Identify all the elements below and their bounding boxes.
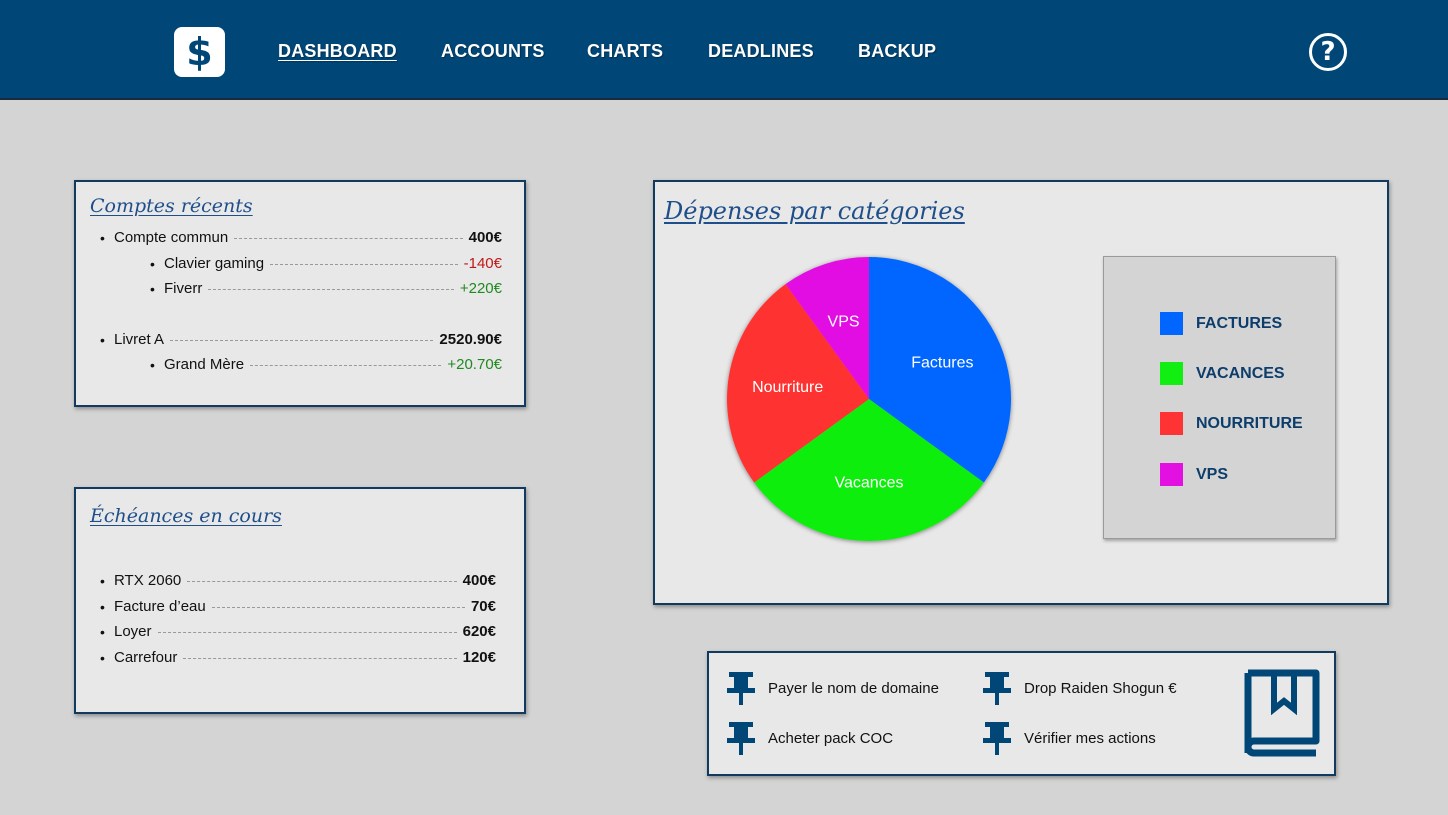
transaction-amount: +20.70€ bbox=[447, 356, 502, 373]
pinned-tasks-card: Payer le nom de domaine Drop Raiden Shog… bbox=[707, 651, 1336, 776]
pinned-task-label: Vérifier mes actions bbox=[1024, 729, 1156, 747]
deadline-label: RTX 2060 bbox=[114, 572, 182, 589]
deadline-label: Facture d’eau bbox=[114, 598, 206, 615]
pin-icon bbox=[727, 672, 755, 705]
deadline-amount: 70€ bbox=[470, 598, 496, 615]
pinned-task[interactable]: Drop Raiden Shogun € bbox=[980, 670, 1177, 706]
legend-item-vacances: VACANCES bbox=[1160, 362, 1285, 385]
transaction-label: Grand Mère bbox=[164, 356, 245, 373]
legend-label: FACTURES bbox=[1196, 314, 1283, 332]
expenses-pie-chart: Factures Vacances Nourriture VPS bbox=[727, 257, 1011, 541]
help-symbol: ? bbox=[1320, 37, 1336, 67]
legend-item-factures: FACTURES bbox=[1160, 312, 1282, 335]
pie-slice-vacances[interactable] bbox=[754, 399, 984, 541]
pinned-task-label: Drop Raiden Shogun € bbox=[1024, 679, 1177, 697]
pinned-task[interactable]: Vérifier mes actions bbox=[980, 720, 1156, 756]
pin-icon bbox=[983, 722, 1011, 755]
account-amount: 400€ bbox=[468, 229, 502, 246]
pie-slice-nourriture[interactable] bbox=[727, 284, 869, 483]
pie-slice-factures[interactable] bbox=[869, 257, 1011, 483]
pie-label-vps: VPS bbox=[828, 314, 860, 331]
top-navigation-bar: $ DASHBOARD ACCOUNTS CHARTS DEADLINES BA… bbox=[0, 0, 1448, 100]
legend-item-nourriture: NOURRITURE bbox=[1160, 412, 1303, 435]
recent-accounts-title: Comptes récents bbox=[90, 195, 253, 217]
deadline-row[interactable]: • Facture d’eau 70€ bbox=[100, 598, 496, 615]
nav-backup[interactable]: BACKUP bbox=[858, 41, 937, 61]
transaction-amount: +220€ bbox=[459, 280, 502, 297]
account-label: Livret A bbox=[114, 331, 165, 348]
pie-slice-vps[interactable] bbox=[785, 257, 869, 399]
legend-swatch bbox=[1160, 362, 1183, 385]
nav-charts[interactable]: CHARTS bbox=[587, 41, 664, 61]
legend-swatch bbox=[1160, 463, 1183, 486]
transaction-row[interactable]: • Grand Mère +20.70€ bbox=[150, 356, 502, 373]
account-amount: 2520.90€ bbox=[439, 331, 502, 348]
pin-icon bbox=[983, 672, 1011, 705]
chart-legend: FACTURES VACANCES NOURRITURE VPS bbox=[1103, 256, 1336, 539]
account-row[interactable]: • Livret A 2520.90€ bbox=[100, 331, 502, 348]
recent-accounts-card: Comptes récents • Compte commun 400€ • C… bbox=[74, 180, 526, 407]
pie-label-factures: Factures bbox=[911, 355, 973, 372]
deadline-amount: 620€ bbox=[462, 623, 496, 640]
transaction-label: Clavier gaming bbox=[164, 255, 265, 272]
logo-symbol: $ bbox=[186, 30, 213, 74]
account-label: Compte commun bbox=[114, 229, 229, 246]
deadline-row[interactable]: • Carrefour 120€ bbox=[100, 649, 496, 666]
legend-item-vps: VPS bbox=[1160, 463, 1228, 486]
pinned-task-label: Payer le nom de domaine bbox=[768, 679, 939, 697]
deadline-row[interactable]: • Loyer 620€ bbox=[100, 623, 496, 640]
deadline-amount: 120€ bbox=[462, 649, 496, 666]
pinned-task[interactable]: Acheter pack COC bbox=[724, 720, 893, 756]
nav-accounts[interactable]: ACCOUNTS bbox=[441, 41, 545, 61]
deadline-row[interactable]: • RTX 2060 400€ bbox=[100, 572, 496, 589]
transaction-row[interactable]: • Fiverr +220€ bbox=[150, 280, 502, 297]
legend-label: NOURRITURE bbox=[1196, 414, 1303, 432]
nav-dashboard[interactable]: DASHBOARD bbox=[278, 41, 397, 61]
bookmark-book-icon[interactable] bbox=[1240, 669, 1322, 761]
nav-deadlines[interactable]: DEADLINES bbox=[708, 41, 814, 61]
pie-label-nourriture: Nourriture bbox=[752, 379, 823, 396]
legend-label: VACANCES bbox=[1196, 364, 1285, 382]
dollar-icon[interactable]: $ bbox=[174, 27, 225, 77]
transaction-amount: -140€ bbox=[463, 255, 502, 272]
deadlines-title: Échéances en cours bbox=[90, 505, 282, 527]
pinned-task-label: Acheter pack COC bbox=[768, 729, 894, 747]
account-row[interactable]: • Compte commun 400€ bbox=[100, 229, 502, 246]
transaction-label: Fiverr bbox=[164, 280, 203, 297]
deadline-amount: 400€ bbox=[462, 572, 496, 589]
pinned-task[interactable]: Payer le nom de domaine bbox=[724, 670, 939, 706]
transaction-row[interactable]: • Clavier gaming -140€ bbox=[150, 255, 502, 272]
expenses-title: Dépenses par catégories bbox=[664, 197, 965, 225]
help-icon[interactable]: ? bbox=[1309, 33, 1347, 71]
pie-label-vacances: Vacances bbox=[834, 474, 903, 491]
deadline-label: Carrefour bbox=[114, 649, 178, 666]
legend-swatch bbox=[1160, 312, 1183, 335]
pin-icon bbox=[727, 722, 755, 755]
deadlines-card: Échéances en cours • RTX 2060 400€ • Fac… bbox=[74, 487, 526, 714]
legend-label: VPS bbox=[1196, 465, 1229, 483]
deadline-label: Loyer bbox=[114, 623, 152, 640]
legend-swatch bbox=[1160, 412, 1183, 435]
